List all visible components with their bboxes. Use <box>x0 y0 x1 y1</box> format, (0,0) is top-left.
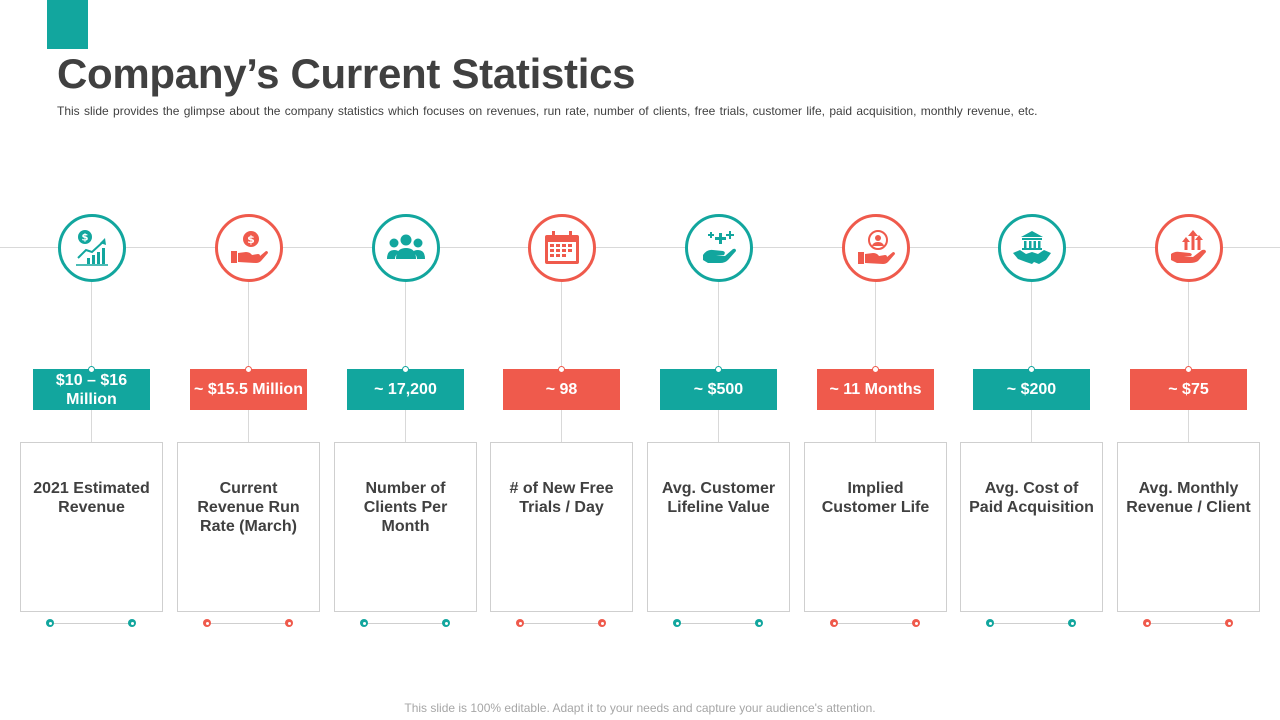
page-subtitle: This slide provides the glimpse about th… <box>57 104 1038 118</box>
footer-dot <box>1143 619 1151 627</box>
timeline-line <box>0 247 1280 248</box>
value-marker-dot <box>715 366 722 373</box>
footer-dot <box>1225 619 1233 627</box>
value-marker-dot <box>245 366 252 373</box>
stat-label: # of New Free Trials / Day <box>490 442 633 612</box>
connector-line <box>1188 280 1189 369</box>
value-marker-dot <box>402 366 409 373</box>
connector-line <box>1188 410 1189 442</box>
stat-column: ~ $500 Avg. Customer Lifeline Value <box>647 0 790 627</box>
stat-column: $ $10 – $16 Million 2021 Estimated Reven… <box>20 0 163 627</box>
footer-dot <box>203 619 211 627</box>
footer-connector <box>677 623 759 624</box>
connector-line <box>1031 410 1032 442</box>
stat-value: ~ 98 <box>503 369 620 410</box>
connector-line <box>718 280 719 369</box>
stat-icon-circle <box>372 214 440 282</box>
stat-column: ~ $75 Avg. Monthly Revenue / Client <box>1117 0 1260 627</box>
value-marker-dot <box>1028 366 1035 373</box>
calendar-icon <box>545 231 579 264</box>
footer-dot <box>285 619 293 627</box>
footer-dot <box>986 619 994 627</box>
stat-column: $ ~ $15.5 Million Current Revenue Run Ra… <box>177 0 320 627</box>
footer-connector <box>50 623 132 624</box>
dollar-growth-chart-icon: $ <box>76 230 108 266</box>
stat-icon-circle <box>842 214 910 282</box>
stat-icon-circle <box>685 214 753 282</box>
stat-label: Implied Customer Life <box>804 442 947 612</box>
connector-line <box>718 410 719 442</box>
stat-label: Avg. Cost of Paid Acquisition <box>960 442 1103 612</box>
connector-line <box>91 280 92 369</box>
footer-dot <box>516 619 524 627</box>
stat-value: ~ $15.5 Million <box>190 369 307 410</box>
stat-icon-circle <box>998 214 1066 282</box>
stat-icon-circle: $ <box>58 214 126 282</box>
value-marker-dot <box>558 366 565 373</box>
footer-dot <box>755 619 763 627</box>
footer-dot <box>830 619 838 627</box>
connector-line <box>248 410 249 442</box>
hand-person-icon <box>858 230 895 264</box>
value-marker-dot <box>1185 366 1192 373</box>
connector-line <box>91 410 92 442</box>
footer-connector <box>990 623 1072 624</box>
page-title: Company’s Current Statistics <box>57 50 636 97</box>
stat-value: ~ $75 <box>1130 369 1247 410</box>
bank-handshake-icon <box>1013 231 1051 264</box>
stat-column: ~ 98 # of New Free Trials / Day <box>490 0 633 627</box>
footer-connector <box>1147 623 1229 624</box>
stat-column: ~ $200 Avg. Cost of Paid Acquisition <box>960 0 1103 627</box>
stat-label: 2021 Estimated Revenue <box>20 442 163 612</box>
stat-value: ~ 11 Months <box>817 369 934 410</box>
stat-value: $10 – $16 Million <box>33 369 150 410</box>
stat-label: Number of Clients Per Month <box>334 442 477 612</box>
footer-connector <box>207 623 289 624</box>
stat-column: ~ 17,200 Number of Clients Per Month <box>334 0 477 627</box>
footer-connector <box>834 623 916 624</box>
connector-line <box>405 410 406 442</box>
stat-icon-circle <box>1155 214 1223 282</box>
stat-icon-circle: $ <box>215 214 283 282</box>
footer-dot <box>442 619 450 627</box>
connector-line <box>561 410 562 442</box>
footer-dot <box>1068 619 1076 627</box>
stat-value: ~ 17,200 <box>347 369 464 410</box>
stat-column: ~ 11 Months Implied Customer Life <box>804 0 947 627</box>
svg-text:$: $ <box>247 233 255 246</box>
stat-label: Current Revenue Run Rate (March) <box>177 442 320 612</box>
hand-dollar-coin-icon: $ <box>231 231 268 263</box>
stat-icon-circle <box>528 214 596 282</box>
footer-note: This slide is 100% editable. Adapt it to… <box>404 701 876 715</box>
accent-square <box>47 0 88 49</box>
footer-connector <box>520 623 602 624</box>
connector-line <box>1031 280 1032 369</box>
value-marker-dot <box>88 366 95 373</box>
footer-dot <box>673 619 681 627</box>
stat-label: Avg. Customer Lifeline Value <box>647 442 790 612</box>
stat-value: ~ $200 <box>973 369 1090 410</box>
stat-value: ~ $500 <box>660 369 777 410</box>
stat-label: Avg. Monthly Revenue / Client <box>1117 442 1260 612</box>
footer-dot <box>360 619 368 627</box>
footer-dot <box>598 619 606 627</box>
hand-up-arrows-icon <box>1171 230 1206 263</box>
connector-line <box>561 280 562 369</box>
connector-line <box>405 280 406 369</box>
footer-dot <box>128 619 136 627</box>
connector-line <box>875 280 876 369</box>
connector-line <box>248 280 249 369</box>
value-marker-dot <box>872 366 879 373</box>
svg-text:$: $ <box>82 233 89 244</box>
group-people-icon <box>387 234 425 259</box>
footer-dot <box>46 619 54 627</box>
footer-connector <box>364 623 446 624</box>
footer-dot <box>912 619 920 627</box>
connector-line <box>875 410 876 442</box>
hand-plus-care-icon <box>703 231 736 263</box>
